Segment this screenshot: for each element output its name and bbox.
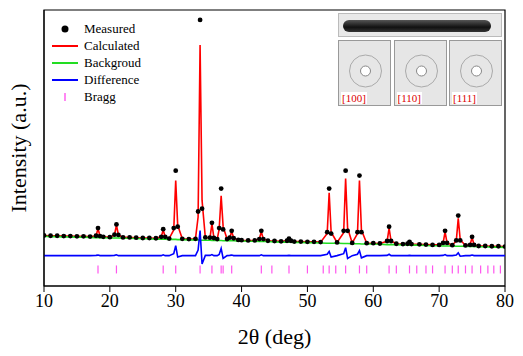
html-text:Bragg: Bragg	[84, 89, 116, 104]
svg-text:80: 80	[496, 291, 514, 311]
svg-text:30: 30	[167, 291, 185, 311]
svg-text:Intensity (a.u.): Intensity (a.u.)	[6, 84, 31, 213]
html-text:[100]: [100]	[342, 92, 366, 104]
svg-text:10: 10	[35, 291, 53, 311]
svg-text:50: 50	[298, 291, 316, 311]
svg-text:70: 70	[430, 291, 448, 311]
svg-text:20: 20	[101, 291, 119, 311]
html-text:Backgroud: Backgroud	[84, 55, 141, 70]
svg-text:40: 40	[233, 291, 251, 311]
html-text:[111]: [111]	[453, 92, 476, 104]
html-text:Difference: Difference	[84, 72, 140, 87]
svg-text:2θ (deg): 2θ (deg)	[238, 324, 311, 349]
html-text:Measured: Measured	[84, 21, 136, 36]
svg-text:60: 60	[364, 291, 382, 311]
html-text:[110]: [110]	[397, 92, 421, 104]
html-text:Calculated: Calculated	[84, 38, 140, 53]
